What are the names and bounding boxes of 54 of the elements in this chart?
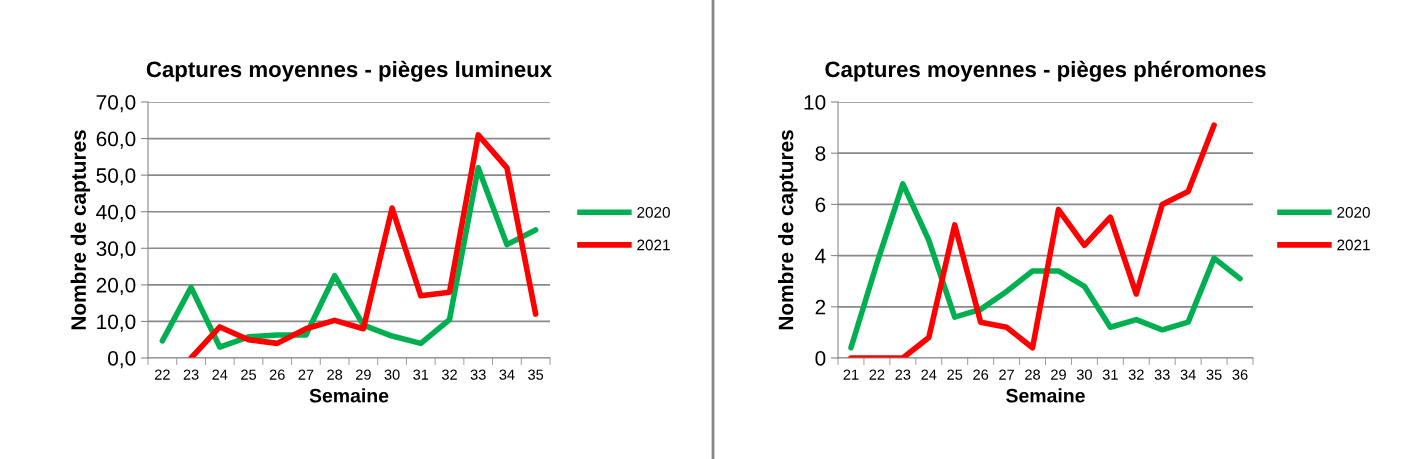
x-tick-label: 23 bbox=[895, 369, 911, 380]
y-tick-label: 20,0 bbox=[96, 277, 136, 296]
x-tick-label: 25 bbox=[947, 369, 963, 380]
y-tick-label: 30,0 bbox=[96, 241, 136, 259]
x-tick-label: 28 bbox=[327, 369, 343, 380]
x-tick-label: 32 bbox=[441, 369, 457, 380]
x-tick-label: 31 bbox=[413, 369, 429, 380]
x-tick-label: 31 bbox=[1102, 369, 1118, 380]
x-tick-label: 28 bbox=[1025, 369, 1041, 380]
x-tick-label: 29 bbox=[355, 369, 371, 380]
legend-label: 2020 bbox=[637, 207, 670, 218]
x-tick-label: 33 bbox=[1154, 369, 1170, 380]
x-tick-label: 22 bbox=[154, 369, 170, 380]
y-tick-label: 70,0 bbox=[96, 95, 136, 113]
x-tick-label: 26 bbox=[973, 369, 989, 380]
x-tick-label: 34 bbox=[1180, 369, 1196, 380]
y-tick-label: 50,0 bbox=[96, 168, 136, 186]
y-tick-label: 10,0 bbox=[97, 314, 136, 332]
x-tick-label: 24 bbox=[921, 369, 937, 380]
y-tick-label: 2 bbox=[815, 299, 826, 315]
y-tick-label: 6 bbox=[815, 197, 826, 213]
x-axis-title: Semaine bbox=[1006, 388, 1085, 403]
x-tick-label: 24 bbox=[212, 369, 228, 380]
x-tick-label: 25 bbox=[241, 369, 256, 380]
x-tick-label: 22 bbox=[869, 369, 885, 380]
y-tick-label: 60,0 bbox=[96, 131, 136, 149]
x-tick-label: 34 bbox=[499, 369, 515, 380]
x-tick-label: 26 bbox=[269, 369, 285, 380]
legend-label: 2021 bbox=[637, 239, 670, 251]
legend-label: 2020 bbox=[1337, 207, 1370, 218]
x-tick-label: 27 bbox=[999, 369, 1014, 380]
x-tick-label: 21 bbox=[843, 369, 859, 380]
x-tick-label: 35 bbox=[528, 369, 544, 380]
x-tick-label: 36 bbox=[1232, 369, 1248, 380]
y-tick-label: 0,0 bbox=[108, 351, 136, 369]
y-axis-title: Nombre de captures bbox=[70, 130, 91, 330]
y-tick-label: 40,0 bbox=[96, 204, 136, 222]
x-tick-label: 30 bbox=[1076, 369, 1092, 380]
y-tick-label: 8 bbox=[815, 146, 826, 161]
x-axis-title: Semaine bbox=[309, 388, 389, 403]
chart-title: Captures moyennes - pièges phéromones bbox=[825, 60, 1266, 82]
chart-title: Captures moyennes - pièges lumineux bbox=[146, 60, 552, 82]
y-axis-title: Nombre de captures bbox=[778, 130, 798, 330]
legend-label: 2021 bbox=[1337, 239, 1370, 251]
x-tick-label: 27 bbox=[298, 369, 314, 380]
x-tick-label: 35 bbox=[1206, 369, 1222, 380]
x-tick-label: 33 bbox=[470, 369, 486, 380]
x-tick-label: 32 bbox=[1128, 369, 1144, 380]
y-tick-label: 10 bbox=[804, 95, 826, 110]
y-tick-label: 0 bbox=[815, 351, 826, 366]
x-tick-label: 29 bbox=[1051, 369, 1066, 380]
y-tick-label: 4 bbox=[815, 248, 826, 264]
x-tick-label: 30 bbox=[384, 369, 400, 380]
x-tick-label: 23 bbox=[183, 369, 199, 380]
